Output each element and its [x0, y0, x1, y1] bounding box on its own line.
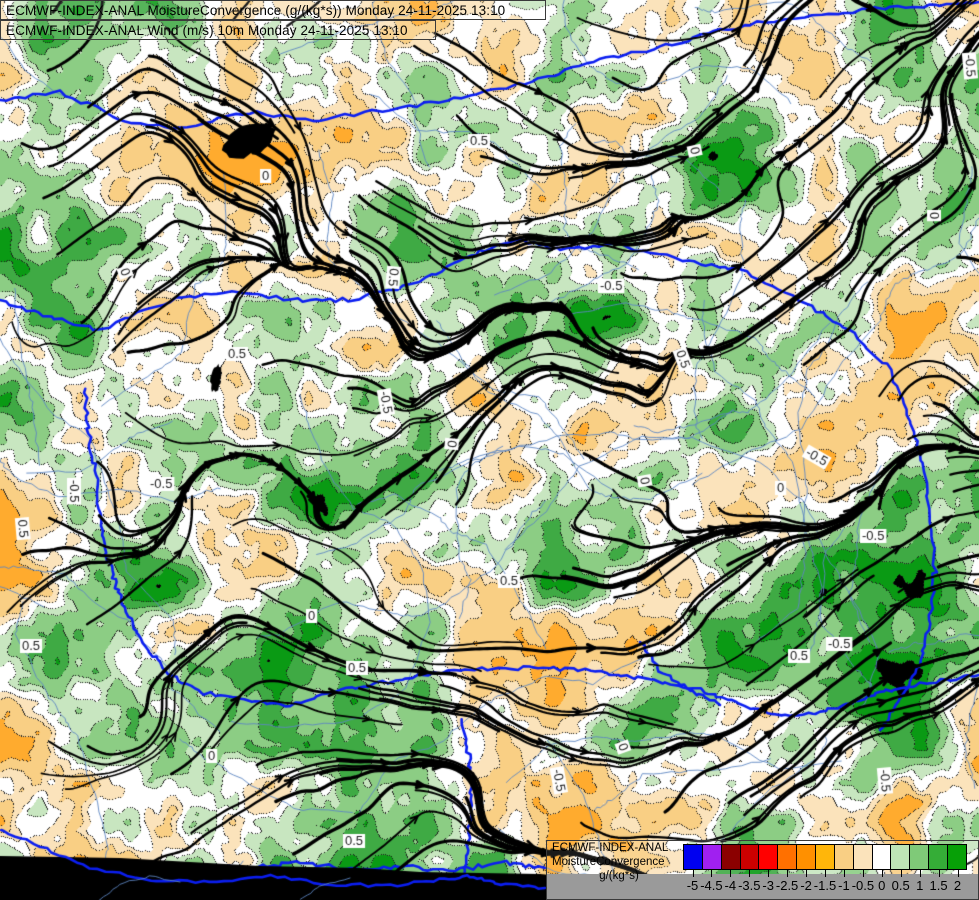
colorbar-swatch-14: [948, 845, 966, 869]
colorbar-swatch-10: [872, 845, 892, 869]
colorbar-tick-labels: -5 -4.5 -4 -3.5 -3 -2.5 -2 -1.5 -1 -0.5 0 0.5 1 1.5 2: [683, 877, 967, 897]
colorbar-swatch-5: [778, 845, 798, 869]
colorbar-label-8: -1: [838, 878, 850, 893]
legend-parameter-label: MoistureConvergence: [552, 855, 665, 868]
colorbar-swatch-6: [797, 845, 817, 869]
colorbar-wrap: [683, 844, 967, 870]
colorbar-swatch-13: [929, 845, 949, 869]
colorbar-tick-7: [825, 870, 826, 877]
legend-panel-lower: [546, 874, 979, 900]
legend-units-label: g/(kg*s): [599, 870, 639, 882]
colorbar-label-0: -5: [686, 878, 699, 893]
colorbar-swatch-0: [684, 845, 703, 869]
legend: ECMWF-INDEX-ANAL MoistureConvergence g/(…: [546, 840, 979, 900]
colorbar-tick-13: [938, 870, 940, 877]
colorbar-label-6: -2: [800, 878, 812, 893]
colorbar-tick-3: [749, 870, 751, 877]
colorbar-label-13: 1.5: [929, 878, 948, 893]
colorbar-tick-11: [900, 870, 902, 877]
colorbar-swatch-3: [740, 845, 760, 869]
colorbar-swatch-2: [721, 845, 741, 869]
colorbar-swatch-11: [891, 845, 911, 869]
colorbar-swatch-8: [834, 845, 854, 869]
colorbar-label-5: -2.5: [775, 878, 799, 893]
colorbar-tick-0: [692, 870, 694, 877]
colorbar-ticks: [683, 870, 967, 878]
colorbar-tick-5: [787, 870, 789, 877]
header-title-moisture-convergence: ECMWF-INDEX-ANAL MoistureConvergence (g/…: [0, 0, 546, 20]
colorbar-tick-10: [881, 870, 883, 877]
legend-title-block: ECMWF-INDEX-ANAL MoistureConvergence g/(…: [550, 842, 688, 884]
colorbar-label-10: 0: [878, 878, 886, 893]
colorbar-label-3: -3.5: [738, 878, 761, 893]
colorbar-tick-2: [730, 870, 732, 877]
colorbar-label-1: -4.5: [700, 878, 723, 893]
colorbar-swatch-9: [853, 845, 873, 869]
colorbar-tick-8: [843, 870, 845, 877]
colorbar-tick-1: [711, 870, 713, 877]
colorbar-label-12: 1: [916, 878, 924, 893]
colorbar-swatch-4: [759, 845, 779, 869]
colorbar-label-11: 0.5: [891, 878, 910, 893]
legend-model-label: ECMWF-INDEX-ANAL: [552, 842, 669, 854]
colorbar-label-14: 2: [953, 878, 962, 893]
colorbar-tick-4: [768, 870, 770, 877]
colorbar-label-7: -1.5: [813, 878, 837, 893]
header-title-wind: ECMWF-INDEX-ANAL Wind (m/s) 10m Monday 2…: [0, 20, 436, 40]
colorbar-tick-9: [862, 870, 864, 877]
colorbar-label-2: -4: [724, 878, 737, 893]
colorbar-swatch-12: [910, 845, 930, 869]
colorbar-tick-6: [806, 870, 808, 877]
colorbar-label-9: -0.5: [851, 878, 875, 893]
colorbar-swatch-7: [816, 845, 835, 869]
colorbar-tick-12: [919, 870, 921, 877]
colorbar-label-4: -3: [762, 878, 774, 893]
colorbar[interactable]: [683, 844, 967, 870]
colorbar-swatch-1: [702, 845, 722, 869]
colorbar-tick-14: [957, 870, 959, 877]
